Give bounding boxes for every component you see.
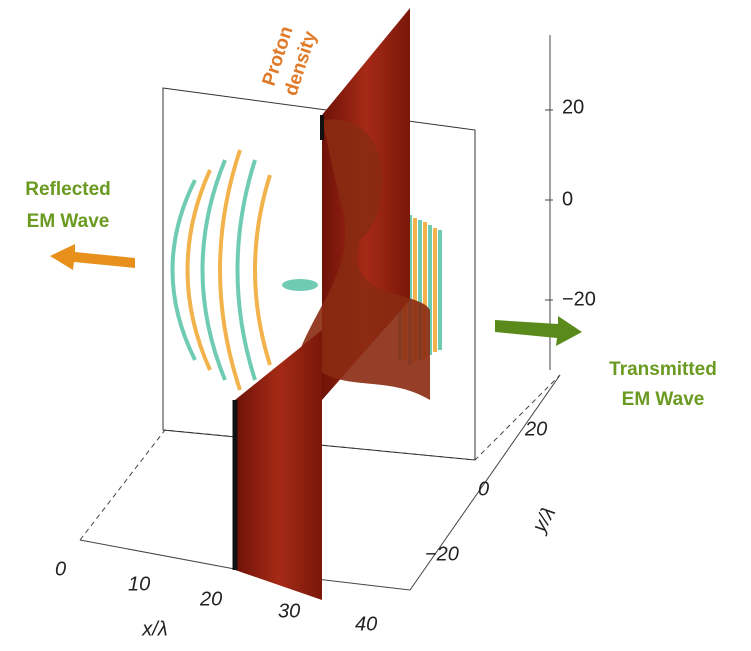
z-tick-label: 0 bbox=[562, 188, 573, 210]
proton-label: Proton density bbox=[259, 24, 322, 99]
y-tick-label: −20 bbox=[425, 543, 459, 565]
y-tick-label: 20 bbox=[524, 418, 547, 440]
transmitted-arrow bbox=[495, 316, 582, 346]
x-tick-label: 30 bbox=[278, 600, 300, 622]
z-tick-label: −20 bbox=[562, 288, 596, 310]
z-tick-label: 20 bbox=[562, 96, 584, 118]
x-tick-label: 40 bbox=[355, 613, 377, 635]
y-tick-label: 0 bbox=[478, 478, 489, 500]
annotation: Reflected bbox=[25, 179, 111, 200]
density-planes bbox=[232, 8, 430, 600]
x-tick-label: 10 bbox=[128, 573, 150, 595]
x-tick-label: 20 bbox=[199, 588, 222, 610]
annotation: Transmitted bbox=[609, 359, 717, 380]
annotation: EM Wave bbox=[622, 389, 705, 410]
reflected-arrow bbox=[50, 244, 135, 270]
x-axis-label: x/λ bbox=[141, 618, 167, 640]
y-axis-label: y/λ bbox=[527, 503, 560, 538]
annotation: EM Wave bbox=[27, 211, 110, 232]
x-tick-label: 0 bbox=[55, 558, 66, 580]
